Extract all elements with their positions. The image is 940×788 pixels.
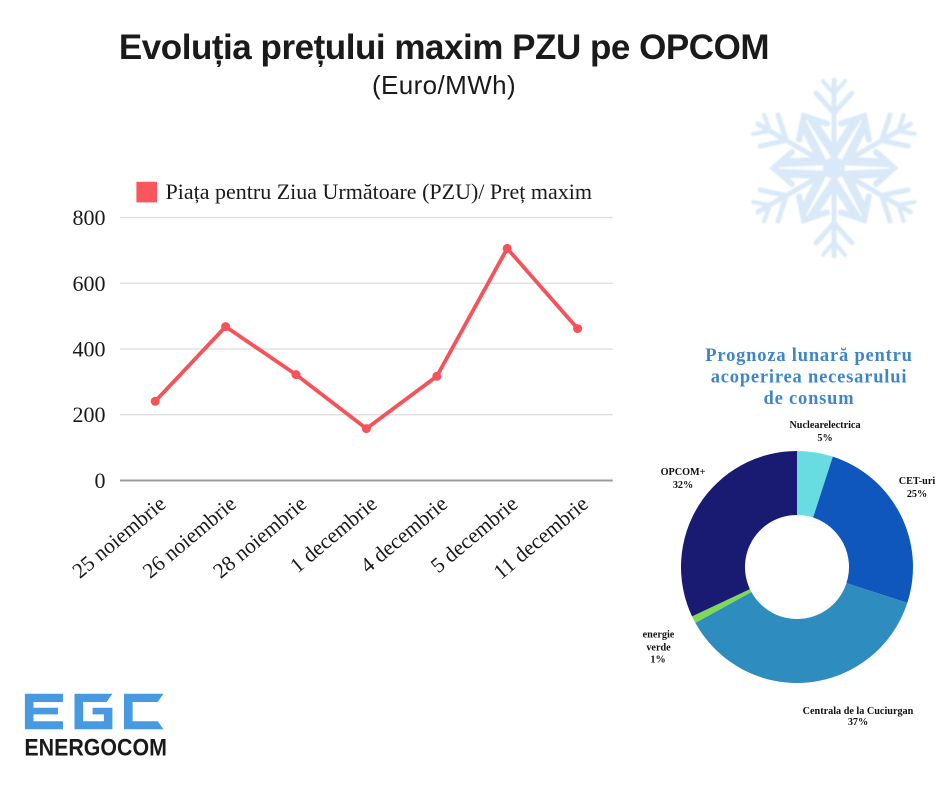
- svg-text:600: 600: [73, 271, 106, 296]
- svg-text:ENERGOCOM: ENERGOCOM: [24, 735, 167, 762]
- svg-text:Evoluția prețului maxim PZU pe: Evoluția prețului maxim PZU pe OPCOM: [119, 28, 769, 67]
- svg-text:verde: verde: [646, 643, 671, 654]
- svg-text:25%: 25%: [907, 489, 927, 500]
- svg-text:Centrala de la Cuciurgan: Centrala de la Cuciurgan: [803, 706, 914, 717]
- svg-text:400: 400: [73, 337, 106, 362]
- svg-text:OPCOM+: OPCOM+: [661, 467, 706, 478]
- svg-text:200: 200: [73, 402, 106, 427]
- svg-text:5%: 5%: [817, 433, 832, 444]
- svg-text:acoperirea necesarului: acoperirea necesarului: [711, 368, 908, 388]
- svg-text:Nuclearelectrica: Nuclearelectrica: [789, 420, 860, 431]
- svg-text:32%: 32%: [673, 480, 693, 491]
- svg-text:Piața pentru Ziua Următoare (P: Piața pentru Ziua Următoare (PZU)/ Preț …: [166, 179, 592, 204]
- svg-text:(Euro/MWh): (Euro/MWh): [372, 70, 516, 100]
- svg-text:CET-uri: CET-uri: [899, 476, 936, 487]
- svg-text:1%: 1%: [650, 655, 665, 666]
- svg-text:37%: 37%: [848, 717, 868, 728]
- svg-text:Prognoza lunară pentru: Prognoza lunară pentru: [705, 346, 912, 366]
- svg-text:0: 0: [95, 468, 106, 493]
- svg-text:de consum: de consum: [764, 389, 855, 409]
- svg-text:800: 800: [73, 205, 106, 230]
- svg-text:energie: energie: [643, 630, 675, 641]
